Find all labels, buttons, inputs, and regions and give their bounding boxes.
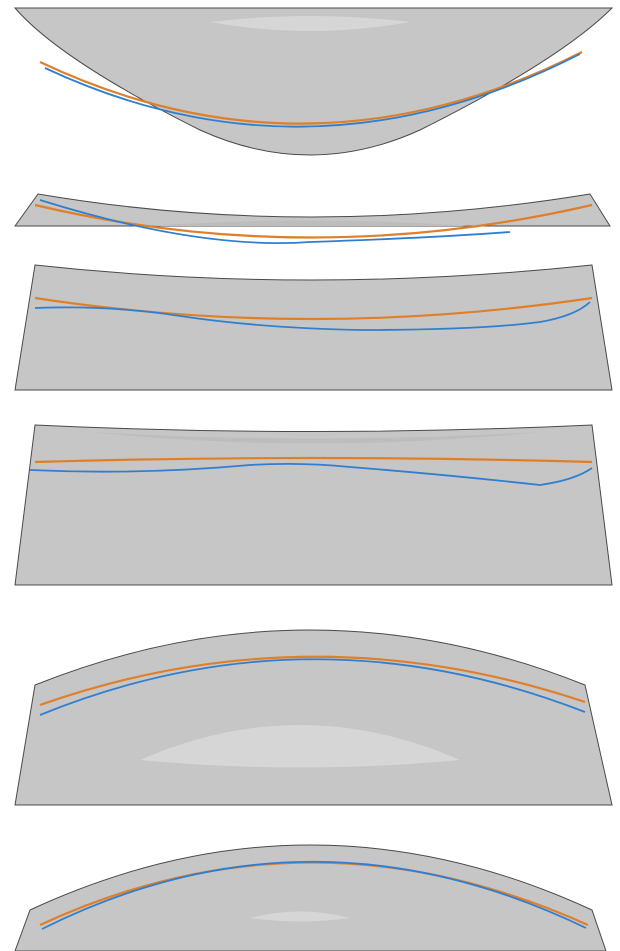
blue-curve [34, 301, 591, 331]
shade [150, 220, 470, 226]
orange-curve [39, 655, 586, 707]
deformed-body [14, 424, 613, 586]
shade [90, 432, 540, 444]
highlight [250, 911, 350, 922]
panel-4 [14, 424, 613, 586]
highlight [140, 725, 460, 768]
deformed-body [14, 844, 607, 951]
blue-curve [39, 658, 586, 716]
deformed-body [14, 193, 611, 227]
blue-curve [44, 53, 581, 128]
orange-curve [34, 456, 593, 464]
panel-6 [14, 844, 607, 951]
blue-curve [29, 462, 593, 486]
blue-curve [39, 199, 511, 244]
panel-3 [14, 264, 613, 391]
panel-2 [14, 193, 611, 244]
orange-curve [39, 51, 583, 125]
panel-5 [14, 629, 613, 806]
blue-curve [41, 860, 587, 930]
panel-1 [13, 7, 614, 156]
highlight [210, 16, 410, 31]
deformed-body [14, 264, 613, 391]
deformed-body [13, 7, 614, 156]
